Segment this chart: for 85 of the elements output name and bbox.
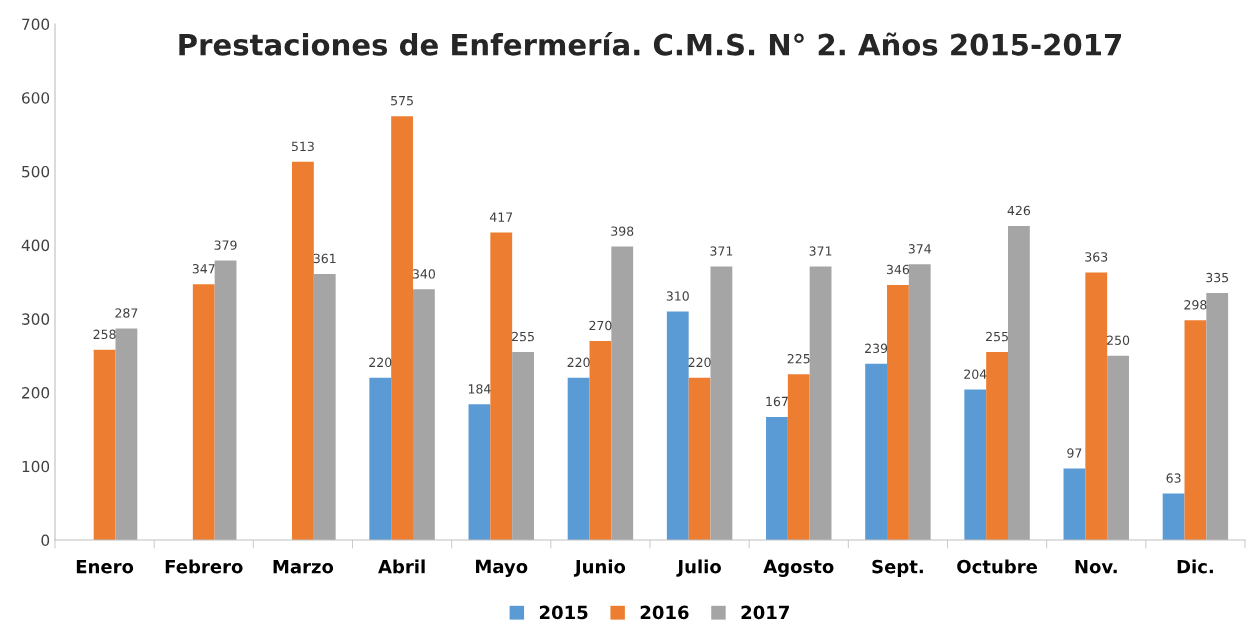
bar — [1162, 493, 1185, 540]
data-label: 298 — [1184, 300, 1207, 310]
bar — [666, 311, 689, 540]
data-label: 347 — [192, 264, 215, 274]
bar — [710, 266, 733, 540]
y-tick-label: 500 — [22, 165, 50, 178]
data-label: 310 — [666, 291, 689, 301]
bar — [887, 284, 909, 540]
bar — [611, 246, 634, 540]
bar — [908, 264, 931, 540]
legend-label: 2015 — [539, 605, 588, 620]
data-label: 225 — [787, 353, 810, 364]
bar — [468, 404, 491, 540]
data-label: 167 — [766, 396, 788, 407]
data-label: 258 — [93, 329, 116, 340]
bar — [313, 273, 336, 540]
data-label: 335 — [1206, 272, 1229, 283]
bar — [1063, 468, 1086, 540]
x-tick-label: Julio — [676, 559, 721, 577]
bar — [292, 161, 314, 540]
y-tick-label: 400 — [21, 239, 50, 252]
bar — [214, 260, 237, 540]
bar — [192, 284, 215, 540]
x-tick-label: Junio — [573, 559, 626, 577]
bar — [115, 328, 138, 540]
bar — [1085, 272, 1108, 540]
y-tick-label: 600 — [22, 92, 50, 104]
bar — [766, 416, 788, 540]
data-label: 417 — [489, 212, 513, 222]
data-label: 63 — [1166, 473, 1181, 483]
x-tick-label: Enero — [76, 560, 134, 574]
bar — [412, 289, 435, 540]
bar — [512, 352, 534, 540]
bar — [93, 349, 116, 540]
x-tick-label: Agosto — [763, 559, 834, 577]
data-label: 346 — [886, 264, 910, 275]
bar — [391, 116, 413, 540]
data-label: 220 — [567, 357, 590, 368]
data-label: 363 — [1085, 252, 1108, 262]
x-tick-label: Dic. — [1177, 559, 1213, 574]
bar — [787, 374, 810, 540]
bar — [964, 389, 987, 540]
data-label: 287 — [115, 308, 138, 318]
data-label: 371 — [710, 246, 733, 256]
data-label: 426 — [1007, 205, 1031, 216]
bar — [1107, 355, 1129, 540]
data-label: 513 — [291, 141, 314, 152]
bar — [589, 340, 612, 540]
data-label: 255 — [986, 331, 1008, 342]
bar — [567, 377, 590, 540]
bar — [986, 352, 1008, 540]
data-label: 239 — [865, 343, 888, 354]
bar — [865, 363, 888, 540]
x-tick-label: Octubre — [957, 559, 1038, 574]
bar — [1007, 225, 1030, 540]
data-label: 374 — [908, 244, 931, 254]
data-label: 250 — [1107, 335, 1130, 345]
y-tick-label: 300 — [22, 313, 50, 325]
data-label: 340 — [412, 269, 435, 279]
x-tick-label: Nov. — [1075, 560, 1117, 574]
data-label: 371 — [809, 246, 832, 256]
x-tick-label: Febrero — [165, 559, 243, 574]
data-label: 379 — [214, 240, 237, 250]
data-label: 255 — [512, 331, 534, 342]
data-label: 270 — [589, 320, 612, 331]
bar — [809, 266, 832, 540]
x-tick-label: Sept. — [872, 559, 923, 577]
y-tick-label: 100 — [22, 460, 50, 473]
bar — [1184, 320, 1207, 540]
data-label: 575 — [391, 96, 413, 106]
x-tick-label: Mayo — [476, 559, 528, 577]
bar — [490, 232, 513, 540]
legend-label: 2016 — [640, 605, 689, 620]
y-tick-label: 700 — [22, 18, 50, 31]
data-label: 97 — [1067, 448, 1082, 458]
y-tick-label: 0 — [41, 534, 50, 547]
legend-label: 2017 — [741, 605, 789, 620]
data-label: 398 — [611, 226, 634, 236]
x-tick-label: Marzo — [273, 560, 334, 574]
bar — [369, 377, 392, 540]
bar — [1206, 293, 1229, 540]
bar — [688, 377, 711, 540]
y-tick-label: 200 — [22, 387, 50, 399]
x-tick-label: Abril — [378, 559, 425, 574]
chart-title: Prestaciones de Enfermería. C.M.S. N° 2. Años 2015-2017 — [179, 31, 1121, 56]
